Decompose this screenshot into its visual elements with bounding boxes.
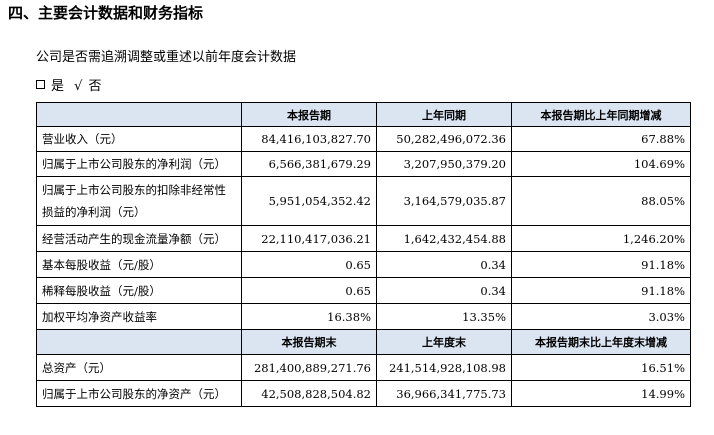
change-value: 1,246.20% <box>511 225 691 252</box>
change-value: 16.51% <box>511 354 691 381</box>
table-header-row: 本报告期 上年同期 本报告期比上年同期增减 <box>36 102 691 127</box>
table-row: 归属于上市公司股东的净资产（元） 42,508,828,504.82 36,966,… <box>36 380 691 407</box>
section-title: 四、主要会计数据和财务指标 <box>8 4 204 22</box>
header-blank <box>36 329 242 355</box>
previous-value: 1,642,432,454.88 <box>376 225 512 252</box>
header-change: 本报告期末比上年度末增减 <box>511 329 691 355</box>
table-row: 稀释每股收益（元/股） 0.65 0.34 91.18% <box>36 277 691 304</box>
header-current: 本报告期 <box>241 102 377 127</box>
current-value: 22,110,417,036.21 <box>241 225 377 252</box>
row-label: 归属于上市公司股东的净资产（元） <box>36 380 242 407</box>
current-value: 0.65 <box>241 251 377 278</box>
empty-checkbox-icon <box>36 80 45 89</box>
change-value: 67.88% <box>511 126 691 152</box>
restatement-question: 公司是否需追溯调整或重述以前年度会计数据 <box>36 50 297 65</box>
current-value: 6,566,381,679.29 <box>241 151 377 177</box>
previous-value: 0.34 <box>376 251 512 278</box>
header-blank <box>36 102 242 127</box>
table-row: 基本每股收益（元/股） 0.65 0.34 91.18% <box>36 251 691 278</box>
change-value: 91.18% <box>511 251 691 278</box>
header-change: 本报告期比上年同期增减 <box>511 102 691 127</box>
row-label: 营业收入（元） <box>36 126 242 152</box>
current-value: 0.65 <box>241 277 377 304</box>
no-label: 否 <box>88 79 102 94</box>
change-value: 14.99% <box>511 380 691 407</box>
table-row: 经营活动产生的现金流量净额（元） 22,110,417,036.21 1,642,4… <box>36 225 691 252</box>
row-label: 加权平均净资产收益率 <box>36 303 242 330</box>
row-label: 基本每股收益（元/股） <box>36 251 242 278</box>
row-label: 归属于上市公司股东的净利润（元） <box>36 151 242 177</box>
financial-indicators-table: 本报告期 上年同期 本报告期比上年同期增减 营业收入（元） 84,416,103,827… <box>36 102 691 407</box>
previous-value: 36,966,341,775.73 <box>376 380 512 407</box>
previous-value: 241,514,928,108.98 <box>376 354 512 381</box>
restatement-answer: 是 √ 否 <box>36 75 107 94</box>
previous-value: 3,207,950,379.20 <box>376 151 512 177</box>
header-previous: 上年度末 <box>376 329 512 355</box>
row-label: 总资产（元） <box>36 354 242 381</box>
current-value: 16.38% <box>241 303 377 330</box>
change-value: 104.69% <box>511 151 691 177</box>
row-label: 经营活动产生的现金流量净额（元） <box>36 225 242 252</box>
yes-label: 是 <box>51 79 65 94</box>
current-value: 281,400,889,271.76 <box>241 354 377 381</box>
table-row: 总资产（元） 281,400,889,271.76 241,514,928,108.… <box>36 354 691 381</box>
table-row: 归属于上市公司股东的净利润（元） 6,566,381,679.29 3,207,95… <box>36 151 691 177</box>
previous-value: 50,282,496,072.36 <box>376 126 512 152</box>
row-label: 稀释每股收益（元/股） <box>36 277 242 304</box>
table-header-row: 本报告期末 上年度末 本报告期末比上年度末增减 <box>36 329 691 355</box>
header-current: 本报告期末 <box>241 329 377 355</box>
row-label: 归属于上市公司股东的扣除非经常性损益的净利润（元） <box>36 176 242 226</box>
table-row: 加权平均净资产收益率 16.38% 13.35% 3.03% <box>36 303 691 330</box>
header-previous: 上年同期 <box>376 102 512 127</box>
previous-value: 3,164,579,035.87 <box>376 176 512 226</box>
current-value: 5,951,054,352.42 <box>241 176 377 226</box>
table-row: 营业收入（元） 84,416,103,827.70 50,282,496,072.3… <box>36 126 691 152</box>
change-value: 91.18% <box>511 277 691 304</box>
table-row: 归属于上市公司股东的扣除非经常性损益的净利润（元） 5,951,054,352.4… <box>36 176 691 226</box>
previous-value: 0.34 <box>376 277 512 304</box>
change-value: 3.03% <box>511 303 691 330</box>
current-value: 84,416,103,827.70 <box>241 126 377 152</box>
check-mark-icon: √ <box>74 79 83 94</box>
change-value: 88.05% <box>511 176 691 226</box>
previous-value: 13.35% <box>376 303 512 330</box>
current-value: 42,508,828,504.82 <box>241 380 377 407</box>
